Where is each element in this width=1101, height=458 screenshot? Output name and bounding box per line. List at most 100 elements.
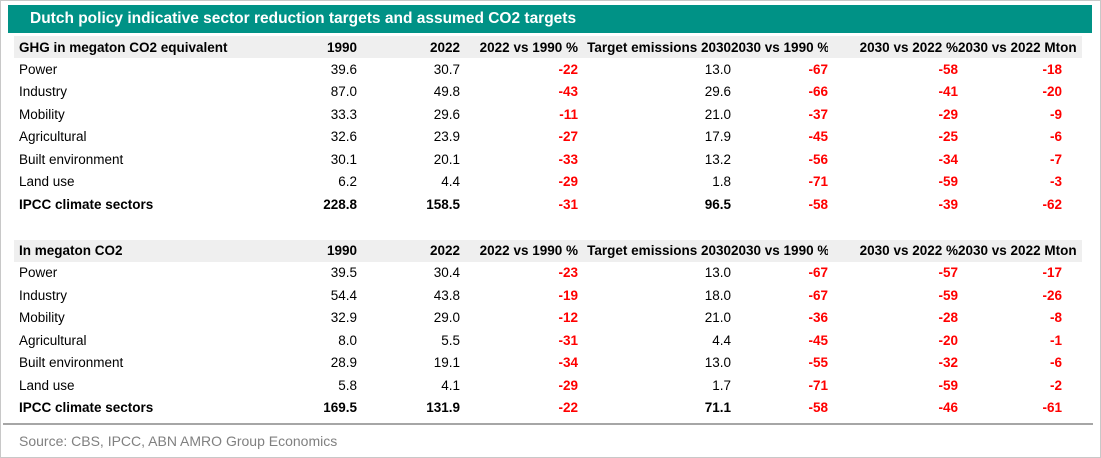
row-label: Built environment <box>19 355 124 371</box>
cell-value: 5.8 <box>338 377 357 393</box>
row-label: Mobility <box>19 310 65 326</box>
cell-value: 13.0 <box>704 265 731 281</box>
cell-value: 13.0 <box>704 61 731 77</box>
cell-value: -26 <box>1042 287 1062 303</box>
row-label: Mobility <box>19 106 65 122</box>
cell-value: 30.1 <box>330 151 357 167</box>
cell-value: 39.6 <box>330 61 357 77</box>
cell-value: 17.9 <box>704 129 731 145</box>
cell-value: -20 <box>1042 84 1062 100</box>
cell-value: -71 <box>808 174 828 190</box>
cell-value: 96.5 <box>704 196 731 212</box>
column-header: 2030 vs 2022 % <box>828 239 958 262</box>
cell-value: 1.7 <box>712 377 731 393</box>
cell-value: 29.6 <box>433 106 460 122</box>
cell-value: 20.1 <box>433 151 460 167</box>
cell-value: -33 <box>558 151 578 167</box>
cell-value: 33.3 <box>330 106 357 122</box>
column-header: 2022 vs 1990 % <box>460 239 578 262</box>
cell-value: 28.9 <box>330 355 357 371</box>
cell-value: -67 <box>808 265 828 281</box>
cell-value: -67 <box>808 61 828 77</box>
column-header: 1990 <box>254 36 357 58</box>
cell-value: -9 <box>1049 106 1062 122</box>
table-row: Mobility 32.9 29.0 -12 21.0 -36 -28 -8 <box>14 307 1082 330</box>
cell-value: -59 <box>938 377 958 393</box>
row-label: IPCC climate sectors <box>19 196 154 212</box>
cell-value: -25 <box>938 129 958 145</box>
cell-value: 4.1 <box>441 377 460 393</box>
cell-value: 13.0 <box>704 355 731 371</box>
cell-value: -3 <box>1049 174 1062 190</box>
bottom-divider <box>3 423 1093 425</box>
cell-value: -31 <box>558 332 578 348</box>
column-header: 2022 vs 1990 % <box>460 36 578 58</box>
source-text: Source: CBS, IPCC, ABN AMRO Group Econom… <box>19 433 338 449</box>
cell-value: 228.8 <box>323 196 357 212</box>
cell-value: -58 <box>808 196 828 212</box>
table-row: Land use 6.2 4.4 -29 1.8 -71 -59 -3 <box>14 171 1082 194</box>
cell-value: 5.5 <box>441 332 460 348</box>
row-label: IPCC climate sectors <box>19 400 154 416</box>
column-header: 2030 vs 2022 % <box>828 36 958 58</box>
row-label: Power <box>19 265 58 281</box>
cell-value: 43.8 <box>433 287 460 303</box>
cell-value: -18 <box>1042 61 1062 77</box>
column-header: 1990 <box>254 239 357 262</box>
table-row: Built environment 28.9 19.1 -34 13.0 -55 -32 -6 <box>14 352 1082 375</box>
cell-value: 71.1 <box>704 400 731 416</box>
cell-value: -55 <box>808 355 828 371</box>
row-label: Built environment <box>19 151 124 167</box>
row-label: Land use <box>19 174 75 190</box>
cell-value: -61 <box>1042 400 1062 416</box>
cell-value: 39.5 <box>330 265 357 281</box>
table-row: Mobility 33.3 29.6 -11 21.0 -37 -29 -9 <box>14 103 1082 126</box>
cell-value: -67 <box>808 287 828 303</box>
cell-value: 30.7 <box>433 61 460 77</box>
cell-value: 169.5 <box>323 400 357 416</box>
table-row: Built environment 30.1 20.1 -33 13.2 -56 -34 -7 <box>14 148 1082 171</box>
cell-value: 30.4 <box>433 265 460 281</box>
cell-value: -17 <box>1042 265 1062 281</box>
cell-value: -58 <box>938 61 958 77</box>
cell-value: -46 <box>938 400 958 416</box>
column-header: 2030 vs 2022 Mton <box>958 36 1082 58</box>
cell-value: -58 <box>808 400 828 416</box>
figure-title: Dutch policy indicative sector reduction… <box>30 10 577 27</box>
column-header: 2030 vs 2022 Mton <box>958 239 1082 262</box>
cell-value: 29.0 <box>433 310 460 326</box>
cell-value: -71 <box>808 377 828 393</box>
cell-value: -29 <box>558 174 578 190</box>
cell-value: 32.6 <box>330 129 357 145</box>
column-header: Target emissions 2030 <box>578 36 731 58</box>
column-header: 2022 <box>357 36 460 58</box>
table-in-megaton-co2: In megaton CO2 1990 2022 2022 vs 1990 % Targ… <box>14 239 1082 420</box>
cell-value: 1.8 <box>712 174 731 190</box>
table-row: Industry 87.0 49.8 -43 29.6 -66 -41 -20 <box>14 81 1082 104</box>
row-label: Power <box>19 61 58 77</box>
cell-value: -66 <box>808 84 828 100</box>
cell-value: -23 <box>558 265 578 281</box>
cell-value: -43 <box>558 84 578 100</box>
cell-value: -41 <box>938 84 958 100</box>
cell-value: -45 <box>808 129 828 145</box>
cell-value: -56 <box>808 151 828 167</box>
cell-value: -1 <box>1049 332 1062 348</box>
cell-value: -59 <box>938 174 958 190</box>
cell-value: 131.9 <box>426 400 460 416</box>
cell-value: -6 <box>1049 355 1062 371</box>
total-row: IPCC climate sectors 169.5 131.9 -22 71.1 -58… <box>14 397 1082 420</box>
cell-value: 23.9 <box>433 129 460 145</box>
cell-value: -57 <box>938 265 958 281</box>
row-header-label: In megaton CO2 <box>14 239 254 262</box>
cell-value: 18.0 <box>704 287 731 303</box>
column-header: 2022 <box>357 239 460 262</box>
row-label: Industry <box>19 287 68 303</box>
cell-value: 158.5 <box>426 196 460 212</box>
cell-value: -22 <box>558 400 578 416</box>
row-label: Land use <box>19 377 75 393</box>
cell-value: -45 <box>808 332 828 348</box>
cell-value: -34 <box>558 355 578 371</box>
cell-value: -34 <box>938 151 958 167</box>
cell-value: -27 <box>558 129 578 145</box>
